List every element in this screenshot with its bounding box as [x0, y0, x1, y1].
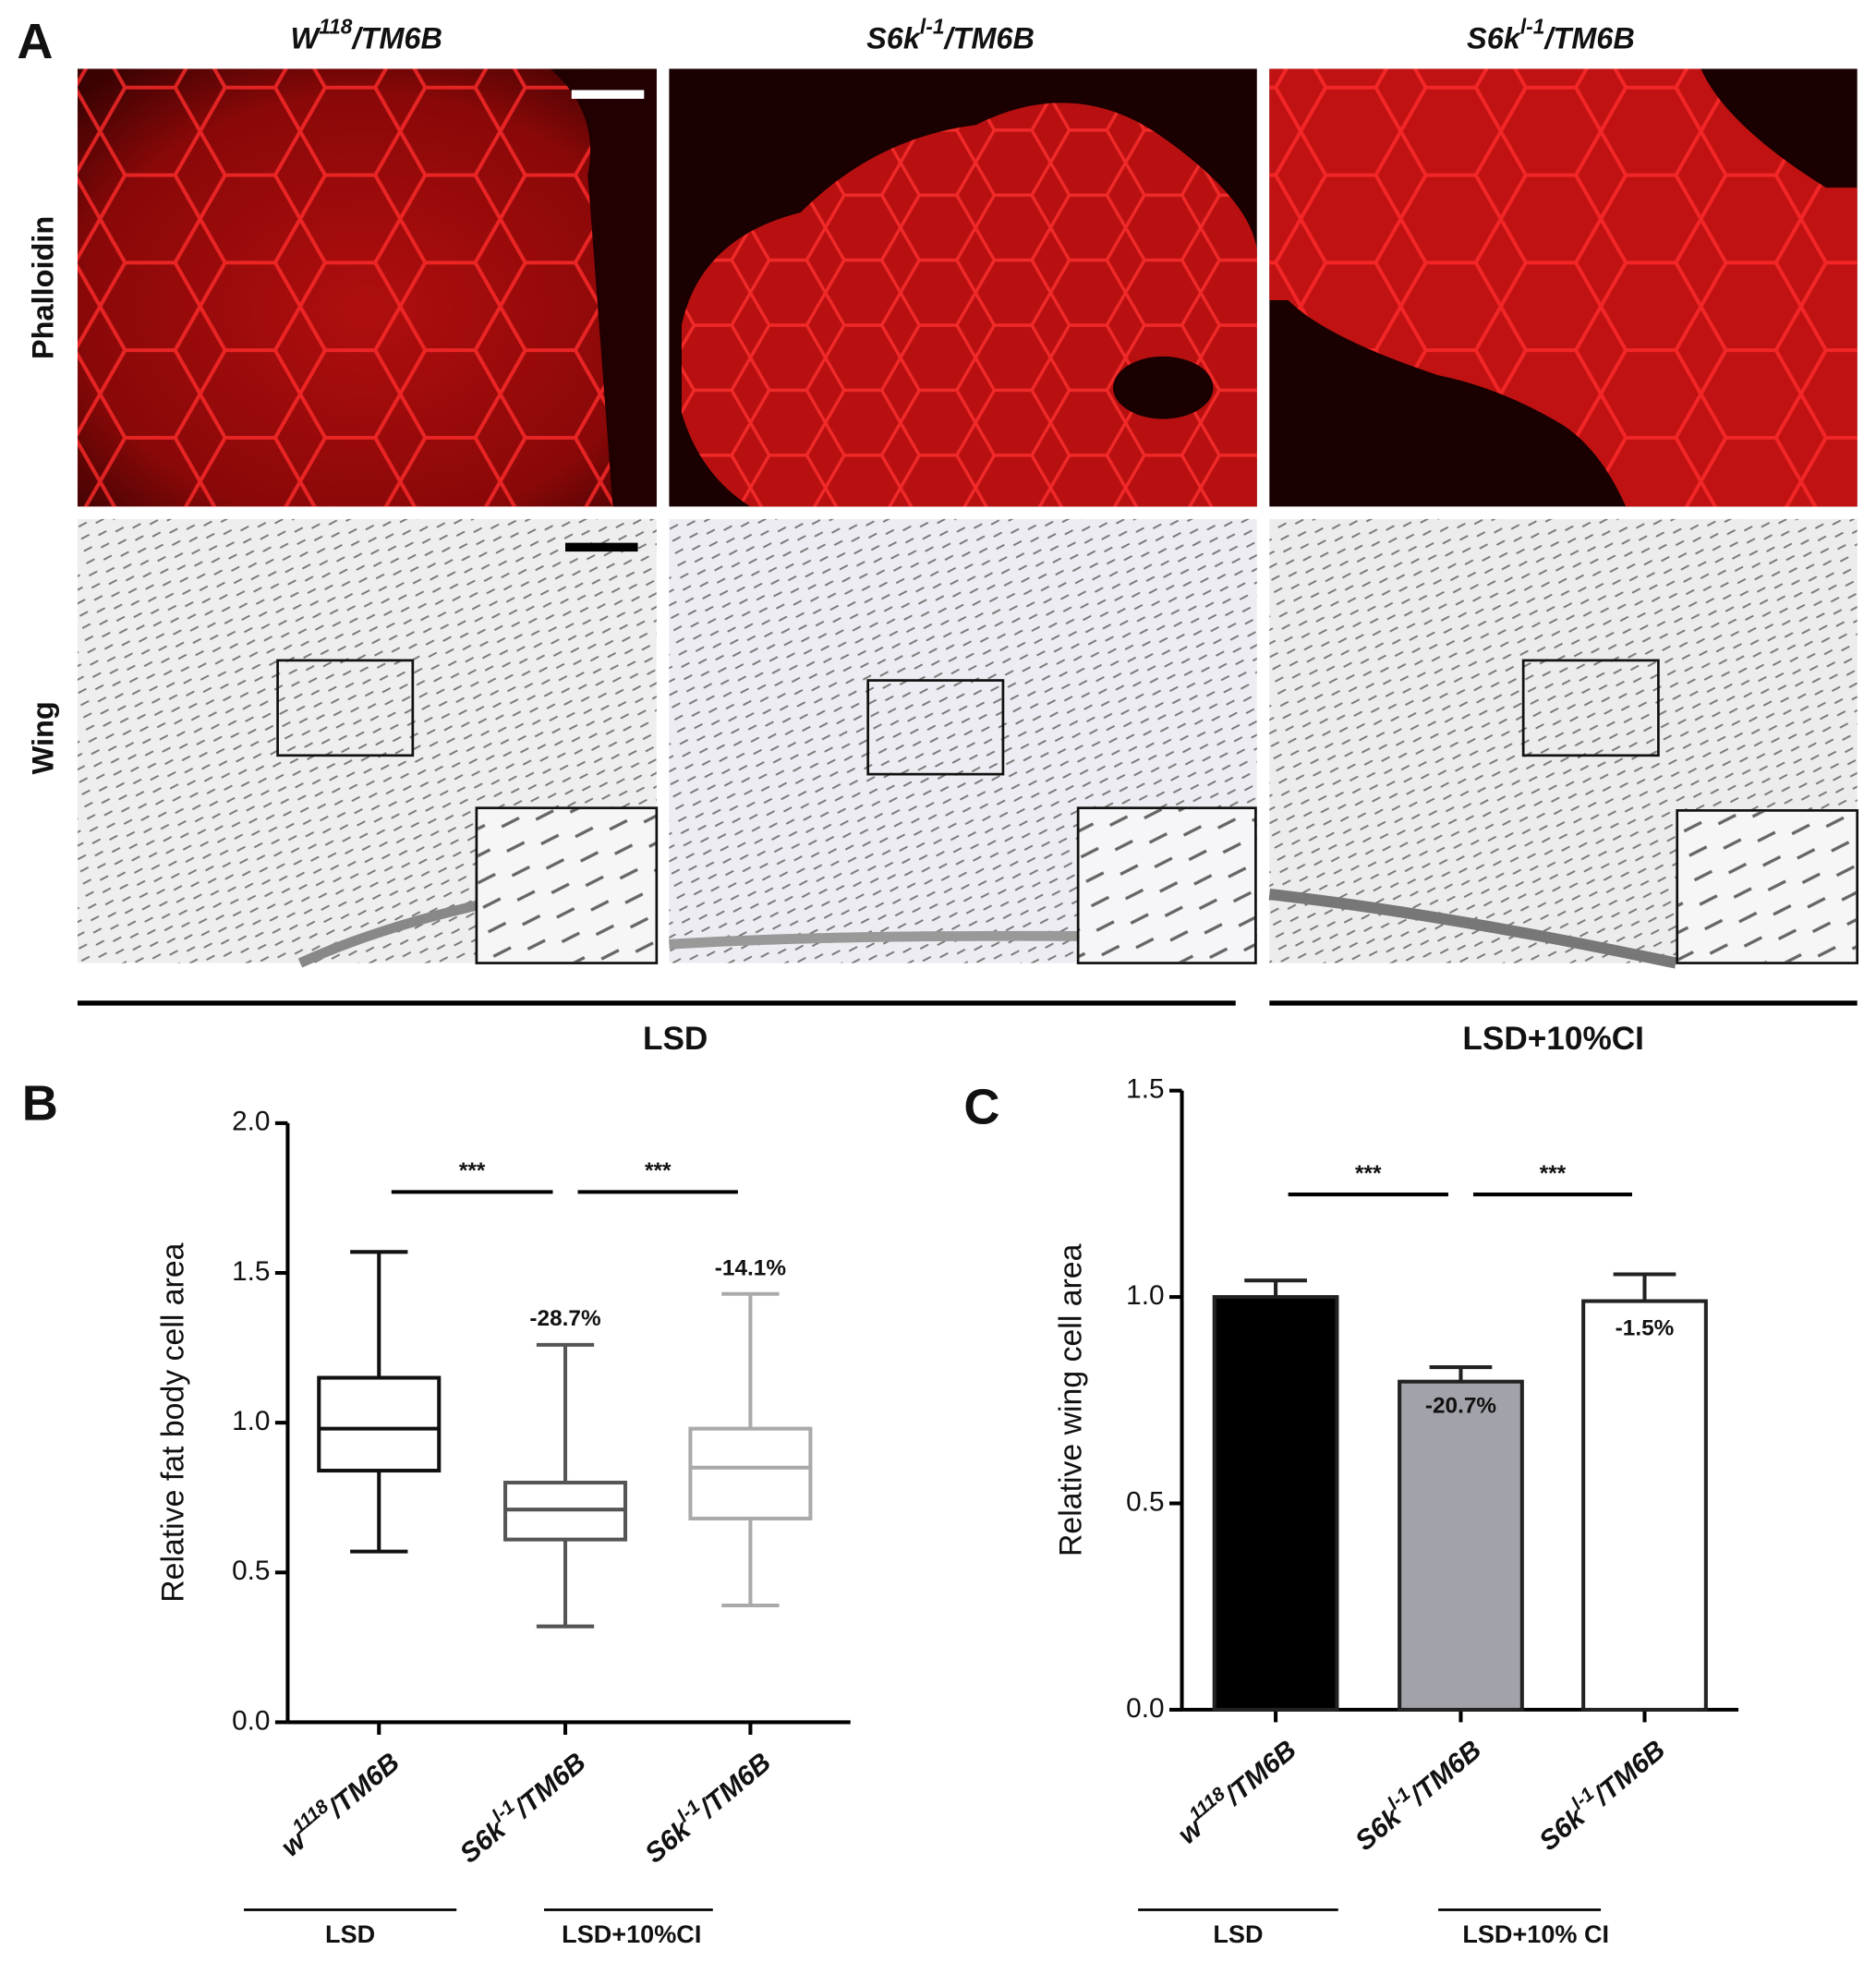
- label: S6kl-1/TM6B: [1346, 1730, 1487, 1857]
- label: W118/TM6B: [291, 14, 442, 54]
- label-rest: /TM6B: [321, 1747, 405, 1824]
- label-base: S6k: [866, 21, 922, 54]
- group-label: LSD+10%CI: [562, 1920, 701, 1948]
- panel-label: A: [17, 14, 53, 69]
- annotation: -20.7%: [1425, 1394, 1497, 1419]
- label: S6kl-1/TM6B: [866, 14, 1035, 54]
- label-sup: 118: [319, 14, 353, 38]
- panel-label: B: [22, 1076, 58, 1132]
- label-rest: /TM6B: [693, 1747, 777, 1824]
- label-base: S6k: [1467, 21, 1522, 54]
- y-tick-label: 2.0: [232, 1107, 270, 1137]
- roi-box: [276, 659, 415, 757]
- group-label: LSD: [325, 1920, 375, 1948]
- label: S6kl-1/TM6B: [1467, 14, 1635, 54]
- label-rest: /TM6B: [507, 1747, 591, 1824]
- row-label: Wing: [26, 701, 59, 774]
- row-label: Phalloidin: [26, 216, 59, 359]
- label-rest: /TM6B: [1403, 1735, 1487, 1812]
- cell-outlines: [77, 68, 657, 507]
- label-sup: l-1: [920, 14, 945, 38]
- roi-box: [866, 679, 1005, 776]
- bar: [1398, 1379, 1524, 1712]
- vein: [1268, 889, 1677, 969]
- significance-label: ***: [1355, 1161, 1382, 1186]
- box: [688, 1426, 813, 1520]
- annotation: -1.5%: [1616, 1316, 1675, 1341]
- significance-label: ***: [645, 1158, 672, 1183]
- y-axis-label: Relative wing cell area: [1054, 1243, 1089, 1556]
- y-axis-label: Relative fat body cell area: [156, 1242, 191, 1602]
- y-tick-label: 1.5: [232, 1256, 270, 1287]
- annotation: -28.7%: [529, 1306, 601, 1331]
- label: S6kl-1/TM6B: [635, 1743, 777, 1870]
- box: [317, 1375, 442, 1473]
- y-tick-label: 1.0: [232, 1406, 270, 1436]
- cell-outlines: [681, 103, 1257, 507]
- y-tick-label: 0.0: [232, 1705, 270, 1736]
- y-tick-label: 0.5: [1126, 1486, 1164, 1517]
- label-rest: /TM6B: [1587, 1735, 1671, 1812]
- wing-images: [77, 518, 1859, 969]
- group-label: LSD+10% CI: [1462, 1920, 1609, 1948]
- scale-bar: [571, 90, 645, 99]
- background: [550, 68, 657, 507]
- label: w1118/TM6B: [272, 1743, 405, 1863]
- scale-bar: [565, 542, 638, 552]
- group-label: LSD: [643, 1021, 708, 1057]
- hairs: [1678, 811, 1857, 963]
- phalloidin-images: [77, 68, 1858, 507]
- label: w1118/TM6B: [1168, 1730, 1301, 1850]
- significance-label: ***: [459, 1158, 486, 1183]
- y-tick-label: 0.0: [1126, 1693, 1164, 1724]
- bar: [1212, 1295, 1339, 1712]
- y-tick-label: 1.5: [1126, 1074, 1164, 1105]
- y-tick-label: 0.5: [232, 1556, 270, 1586]
- label: S6kl-1/TM6B: [1530, 1730, 1671, 1857]
- group-label: LSD: [1213, 1920, 1263, 1948]
- panel-label: C: [963, 1080, 999, 1135]
- annotation: -14.1%: [715, 1256, 787, 1281]
- label-rest: /TM6B: [1217, 1735, 1301, 1812]
- label-sup: l-1: [1520, 14, 1545, 38]
- hairs: [478, 809, 656, 963]
- label-rest: /TM6B: [1543, 21, 1634, 54]
- label-rest: /TM6B: [942, 21, 1034, 54]
- background: [1113, 356, 1214, 419]
- y-tick-label: 1.0: [1126, 1280, 1164, 1311]
- roi-box: [1521, 659, 1660, 757]
- group-label: LSD+10%CI: [1462, 1021, 1644, 1057]
- hairs: [1079, 809, 1255, 963]
- significance-label: ***: [1540, 1161, 1567, 1186]
- label: S6kl-1/TM6B: [451, 1743, 592, 1870]
- bar: [1581, 1299, 1708, 1712]
- label-rest: /TM6B: [350, 21, 442, 54]
- label-base: W: [291, 21, 321, 54]
- cell-outlines: [1269, 68, 1858, 507]
